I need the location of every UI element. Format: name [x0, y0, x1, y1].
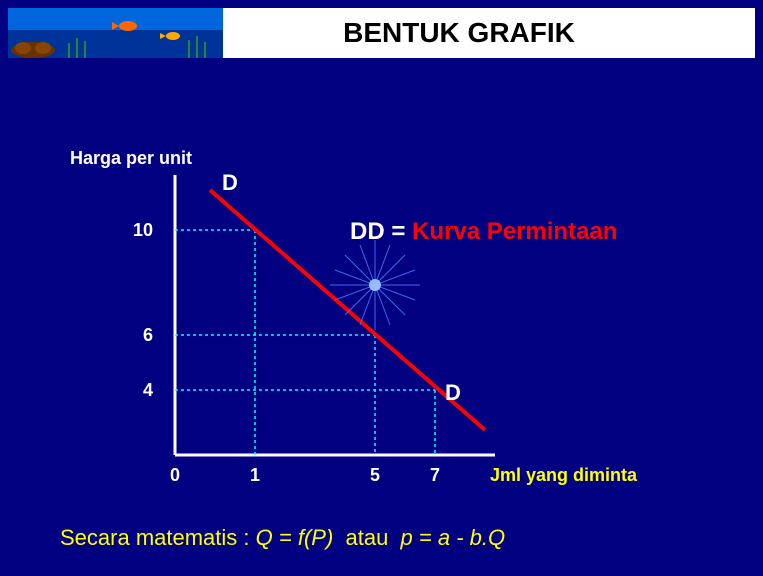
demand-label-bottom: D [445, 380, 461, 406]
demand-label-top: D [222, 170, 238, 196]
header-bar: BENTUK GRAFIK [8, 8, 755, 58]
x-axis-label: Jml yang diminta [490, 465, 637, 486]
x-tick-7: 7 [430, 465, 440, 486]
formula-content: Secara matematis : Q = f(P) atau p = a -… [60, 525, 505, 550]
x-tick-0: 0 [170, 465, 180, 486]
slide-title: BENTUK GRAFIK [223, 17, 755, 49]
chart-area [175, 195, 525, 455]
y-tick-4: 4 [143, 380, 153, 401]
x-tick-1: 1 [250, 465, 260, 486]
formula-text: Secara matematis : Q = f(P) atau p = a -… [60, 525, 505, 551]
y-tick-6: 6 [143, 325, 153, 346]
y-tick-10: 10 [133, 220, 153, 241]
header-logo [8, 8, 223, 58]
x-tick-5: 5 [370, 465, 380, 486]
demand-line [210, 190, 485, 430]
y-axis-label: Harga per unit [70, 148, 192, 169]
